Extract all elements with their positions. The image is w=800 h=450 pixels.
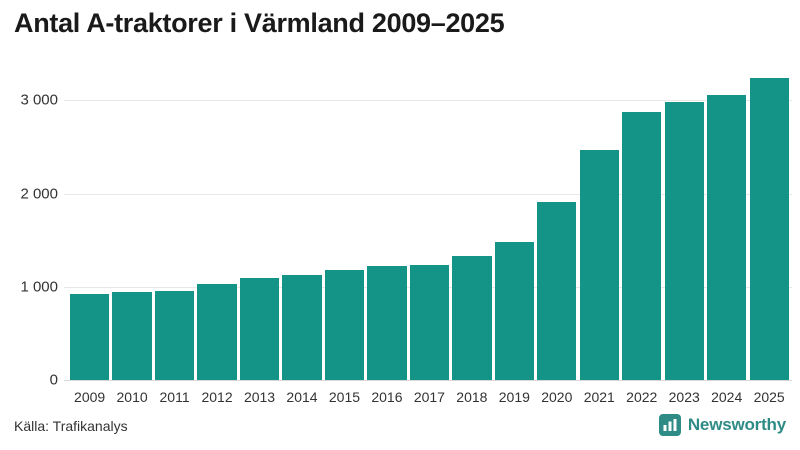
bar-2012[interactable] <box>197 283 237 380</box>
bar-2023[interactable] <box>664 102 704 380</box>
bar-2013[interactable] <box>239 278 280 380</box>
bar-2025[interactable] <box>749 78 789 380</box>
gridline-2000 <box>64 193 792 195</box>
bar-2016[interactable] <box>367 265 407 380</box>
newsworthy-logo[interactable]: Newsworthy <box>658 414 786 436</box>
bar-2009[interactable] <box>70 294 110 380</box>
bar-2022[interactable] <box>622 111 662 380</box>
x-tick-label-2023: 2023 <box>668 389 700 405</box>
x-tick-label-2021: 2021 <box>583 389 615 405</box>
bar-chart-logo-icon <box>658 414 681 436</box>
bar-2014[interactable] <box>282 275 322 380</box>
source-note: Källa: Trafikanalys <box>14 418 128 434</box>
bar-2024[interactable] <box>707 94 747 380</box>
bar-2017[interactable] <box>409 264 450 380</box>
x-tick-label-2012: 2012 <box>201 389 233 405</box>
x-tick-label-2011: 2011 <box>159 389 190 405</box>
x-tick-label-2010: 2010 <box>116 389 148 405</box>
bar-2021[interactable] <box>579 150 619 380</box>
x-tick-label-2016: 2016 <box>371 389 403 405</box>
x-tick-label-2019: 2019 <box>498 389 530 405</box>
x-tick-label-2013: 2013 <box>243 389 276 405</box>
bar-2015[interactable] <box>324 269 365 380</box>
x-tick-label-2015: 2015 <box>328 389 361 405</box>
x-tick-label-2025: 2025 <box>753 389 785 405</box>
gridline-3000 <box>64 100 792 102</box>
plot-area: 0 1 000 2 000 3 000 <box>0 55 800 389</box>
bar-2020[interactable] <box>537 202 577 380</box>
gridline-0 <box>64 380 792 381</box>
y-tick-label: 0 <box>49 371 58 389</box>
chart-footer: Källa: Trafikanalys Newsworthy <box>0 410 800 450</box>
x-tick-label-2024: 2024 <box>711 389 743 405</box>
x-tick-label-2014: 2014 <box>286 389 318 405</box>
y-tick-label: 3 000 <box>20 91 58 109</box>
chart-title: Antal A-traktorer i Värmland 2009–2025 <box>14 8 505 38</box>
x-tick-label-2020: 2020 <box>541 389 573 405</box>
x-axis-tick-labels: 2009 2010 2011 2012 2013 2014 2015 2016 2017 2018… <box>0 389 800 411</box>
x-tick-label-2009: 2009 <box>74 389 106 405</box>
x-tick-label-2018: 2018 <box>456 389 488 405</box>
y-tick-label: 2 000 <box>20 185 58 203</box>
newsworthy-wordmark: Newsworthy <box>687 415 786 434</box>
bar-2011[interactable] <box>154 290 195 380</box>
bar-2019[interactable] <box>494 242 534 380</box>
bar-2010[interactable] <box>112 291 152 380</box>
y-tick-label: 1 000 <box>20 278 58 296</box>
bar-2018[interactable] <box>452 255 492 380</box>
x-tick-label-2017: 2017 <box>413 389 445 405</box>
bars-group <box>0 55 800 385</box>
x-tick-label-2022: 2022 <box>626 389 658 405</box>
